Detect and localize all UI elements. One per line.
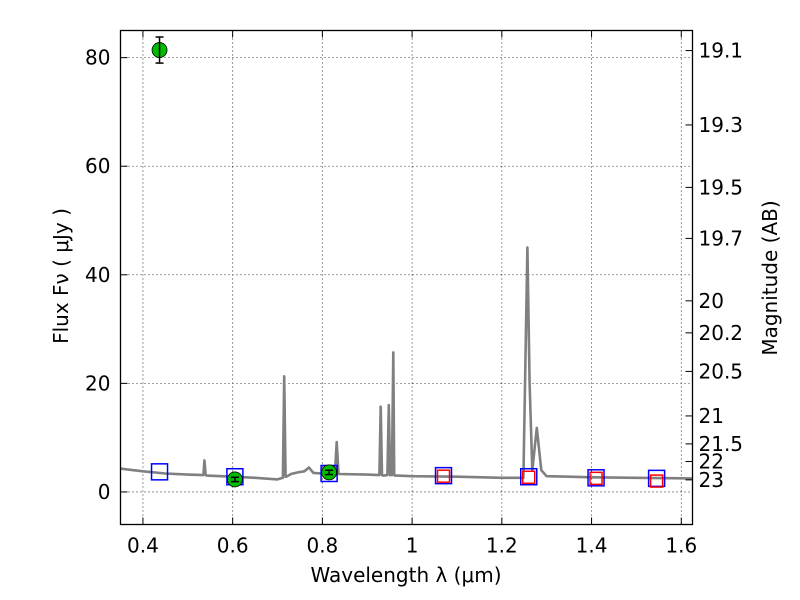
right-tick-label: 22 <box>699 450 724 474</box>
grid <box>120 30 693 525</box>
x-tick-label: 1.6 <box>665 534 697 558</box>
right-tick-label: 19.1 <box>699 39 744 63</box>
right-tick-label: 23 <box>699 468 724 492</box>
x-axis-title: Wavelength λ (μm) <box>310 563 501 587</box>
limit-point <box>589 471 603 486</box>
limit-point <box>436 469 451 483</box>
right-tick-label: 20 <box>699 289 724 313</box>
x-tick-label: 0.8 <box>306 534 338 558</box>
model-point <box>434 466 453 485</box>
x-tick-label: 1 <box>406 534 419 558</box>
right-tick-label: 21 <box>699 404 724 428</box>
right-tick-label: 21.5 <box>699 432 744 456</box>
y-tick-label: 80 <box>85 46 110 70</box>
model-point <box>150 463 169 481</box>
model-point <box>587 469 605 487</box>
x-tick-label: 0.4 <box>127 534 159 558</box>
limit-point <box>522 470 536 485</box>
y-tick-label: 60 <box>85 154 110 178</box>
plot-frame <box>119 29 694 526</box>
y-tick-label: 20 <box>85 371 110 395</box>
x-tick-label: 1.4 <box>576 534 608 558</box>
x-tick-label: 0.6 <box>217 534 249 558</box>
right-tick-label: 19.7 <box>699 226 744 250</box>
y-tick-label: 40 <box>85 263 110 287</box>
right-tick-label: 20.5 <box>699 359 744 383</box>
ticks: 0.4 0.6 0.8 1 1.2 1.4 1.6 0 20 40 60 80 19.1 19.3 19.5… <box>85 30 744 558</box>
y-tick-label: 0 <box>98 480 111 504</box>
right-axis-title: Magnitude (AB) <box>758 200 782 355</box>
limit-point <box>649 474 664 488</box>
right-tick-label: 19.5 <box>699 175 744 199</box>
x-tick-label: 1.2 <box>486 534 518 558</box>
model-point <box>520 467 538 486</box>
right-tick-label: 20.2 <box>699 321 744 345</box>
y-axis-title: Flux Fν ( μJy ) <box>49 208 73 344</box>
right-tick-label: 19.3 <box>699 113 744 137</box>
data-layer <box>120 36 693 488</box>
